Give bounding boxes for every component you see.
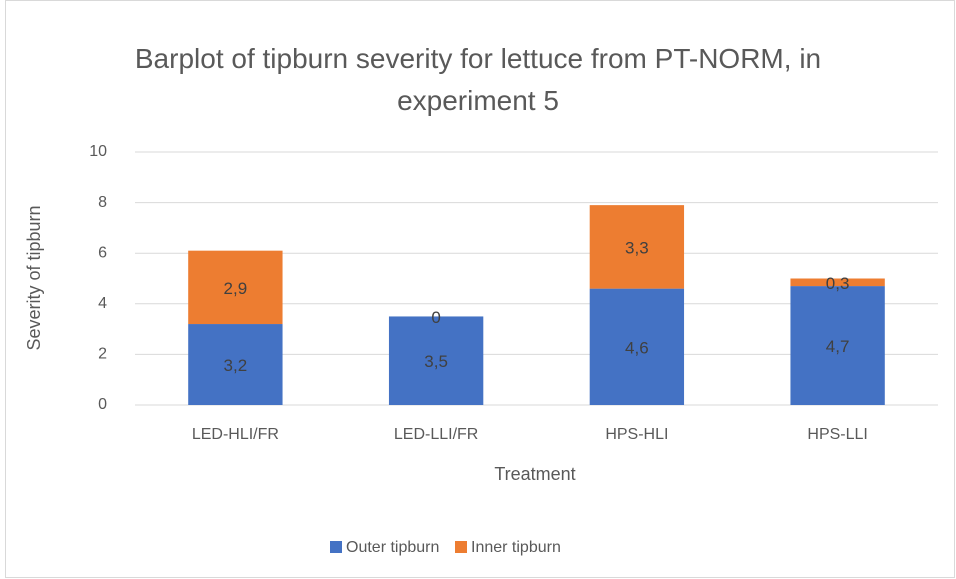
bar-segment <box>188 324 283 405</box>
bar-segment <box>589 205 685 289</box>
bar-segment <box>188 250 283 325</box>
y-tick-label: 4 <box>98 295 107 312</box>
x-tick-label: HPS-LLI <box>807 426 867 443</box>
bar-segment <box>790 278 885 287</box>
y-axis-label: Severity of tipburn <box>24 205 44 350</box>
legend-label: Inner tipburn <box>471 539 561 556</box>
data-label: 0,3 <box>826 274 850 293</box>
chart-title: Barplot of tipburn severity for lettuce … <box>134 43 822 116</box>
y-tick-label: 0 <box>98 396 107 413</box>
y-tick-label: 10 <box>89 143 107 160</box>
x-tick-label: LED-HLI/FR <box>192 426 279 443</box>
y-tick-label: 8 <box>98 194 107 211</box>
x-axis-label: Treatment <box>494 464 575 484</box>
bar-segment <box>388 316 484 405</box>
chart-border <box>5 0 955 578</box>
y-tick-label: 2 <box>98 346 107 363</box>
legend-label: Outer tipburn <box>346 539 439 556</box>
data-label: 2,9 <box>224 279 248 298</box>
legend-swatch <box>455 541 467 553</box>
data-label: 4,6 <box>625 338 649 357</box>
bar-segment <box>790 286 885 405</box>
data-label: 3,2 <box>224 356 248 375</box>
data-label: 4,7 <box>826 337 850 356</box>
y-tick-label: 6 <box>98 244 107 261</box>
x-tick-label: LED-LLI/FR <box>394 426 478 443</box>
legend-swatch <box>330 541 342 553</box>
data-label: 3,3 <box>625 238 649 257</box>
x-tick-label: HPS-HLI <box>605 426 668 443</box>
bar-segment <box>589 288 685 405</box>
data-label: 0 <box>431 308 440 327</box>
data-label: 3,5 <box>424 352 448 371</box>
